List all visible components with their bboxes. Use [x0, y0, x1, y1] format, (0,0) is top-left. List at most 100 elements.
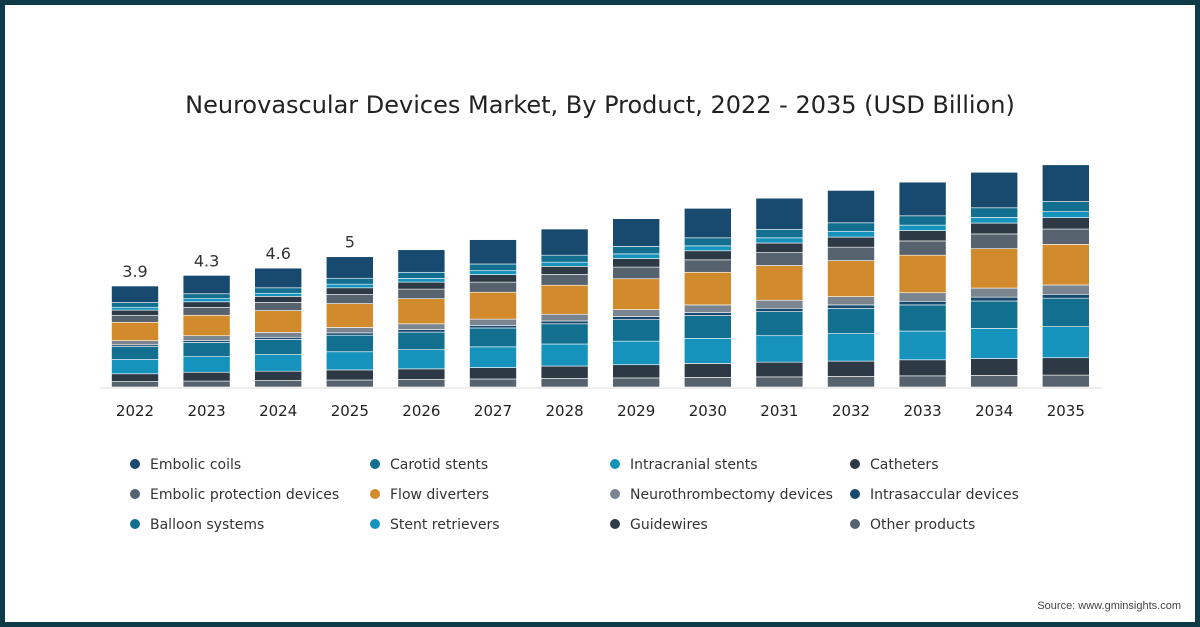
x-tick-label: 2024	[259, 402, 297, 420]
x-tick-label: 2032	[832, 402, 870, 420]
bar-segment	[898, 224, 947, 231]
bar-segment	[182, 335, 231, 341]
bar-segment	[469, 270, 517, 275]
bar-segment	[827, 333, 875, 362]
x-tick-label: 2023	[188, 402, 226, 420]
bar-segment	[254, 310, 302, 333]
bar-segment	[325, 369, 374, 381]
bar-segment	[111, 309, 159, 316]
bar-segment	[540, 274, 589, 286]
bar-segment	[254, 336, 302, 340]
bar-segment	[755, 242, 804, 253]
bar-segment	[182, 371, 231, 382]
bar-segment	[755, 197, 804, 230]
bar-segment	[1042, 244, 1090, 286]
bar-segment	[469, 327, 517, 348]
bar-segment	[540, 266, 589, 275]
bar-segment	[540, 228, 589, 256]
bar-segment	[325, 303, 374, 328]
bar-segment	[970, 328, 1019, 359]
bar-segment	[970, 248, 1019, 289]
legend-label: Neurothrombectomy devices	[630, 487, 833, 503]
bar-segment	[970, 217, 1019, 224]
bar-segment	[397, 323, 446, 330]
legend-marker	[370, 519, 380, 529]
bar-segment	[755, 307, 804, 312]
bar-segment	[325, 294, 374, 304]
bar-segment	[397, 278, 446, 283]
bar-segment	[683, 363, 732, 378]
bar-segment	[898, 254, 947, 294]
bar-segment	[182, 380, 231, 388]
bar-segment	[325, 351, 374, 371]
bar-segment	[898, 292, 947, 302]
bar-segment	[325, 332, 374, 336]
bar-segment	[755, 299, 804, 309]
bar-segment	[827, 236, 875, 248]
bar-segment	[469, 378, 517, 388]
bar-segment	[182, 307, 231, 316]
bar-segment	[111, 302, 159, 308]
x-tick-label: 2025	[331, 402, 369, 420]
bar-segment	[111, 373, 159, 382]
bar-segment	[755, 361, 804, 378]
bar-segment	[683, 259, 732, 273]
bar-segment	[540, 343, 589, 367]
bar-segment	[1042, 164, 1090, 202]
bar-segment	[540, 313, 589, 322]
bar-segment	[827, 360, 875, 377]
bar-segment	[254, 287, 302, 294]
bar-segment	[827, 190, 875, 224]
bar-segment	[111, 321, 159, 341]
stacked-bar-chart: Neurovascular Devices Market, By Product…	[100, 91, 1102, 533]
bar-segment	[182, 275, 231, 295]
legend-marker	[610, 489, 620, 499]
bar-segment	[970, 300, 1019, 329]
bar-segment	[970, 296, 1019, 302]
legend-marker	[850, 489, 860, 499]
bar-segment	[683, 338, 732, 364]
bar-segment	[1042, 326, 1090, 359]
bar-segment	[325, 334, 374, 353]
bar-segment	[111, 285, 159, 303]
bar-segment	[111, 381, 159, 388]
bar-segment	[469, 367, 517, 380]
bar-segment	[1042, 228, 1090, 245]
bar-segment	[683, 208, 732, 239]
bar-segment	[970, 222, 1019, 235]
x-tick-label: 2031	[760, 402, 798, 420]
bar-segment	[898, 240, 947, 256]
bar-segment	[683, 304, 732, 313]
bar-segment	[111, 359, 159, 375]
bar-segment	[540, 378, 589, 388]
data-label: 4.3	[194, 251, 219, 270]
bar-segment	[111, 346, 159, 360]
bar-segment	[898, 359, 947, 377]
bar-segment	[683, 271, 732, 306]
bar-segment	[827, 231, 875, 238]
bar-segment	[254, 292, 302, 297]
bar-segment	[1042, 217, 1090, 230]
legend-marker	[610, 459, 620, 469]
bar-segment	[540, 323, 589, 345]
bar-segment	[612, 316, 661, 320]
x-tick-label: 2027	[474, 402, 512, 420]
bar-segment	[970, 287, 1019, 298]
bar-segment	[397, 271, 446, 279]
bar-segment	[111, 340, 159, 346]
legend-label: Balloon systems	[150, 517, 264, 533]
legend-label: Flow diverters	[390, 487, 489, 503]
bar-segment	[612, 319, 661, 342]
bar-segment	[254, 380, 302, 388]
bar-segment	[612, 377, 661, 388]
legend-marker	[130, 459, 140, 469]
bar-segment	[397, 368, 446, 380]
bar-segment	[970, 207, 1019, 218]
bar-segment	[325, 287, 374, 295]
legend-marker	[130, 519, 140, 529]
bar-segment	[755, 265, 804, 301]
bar-segment	[397, 331, 446, 351]
bar-segment	[683, 377, 732, 388]
bar-segment	[540, 261, 589, 267]
bar-segment	[397, 288, 446, 299]
